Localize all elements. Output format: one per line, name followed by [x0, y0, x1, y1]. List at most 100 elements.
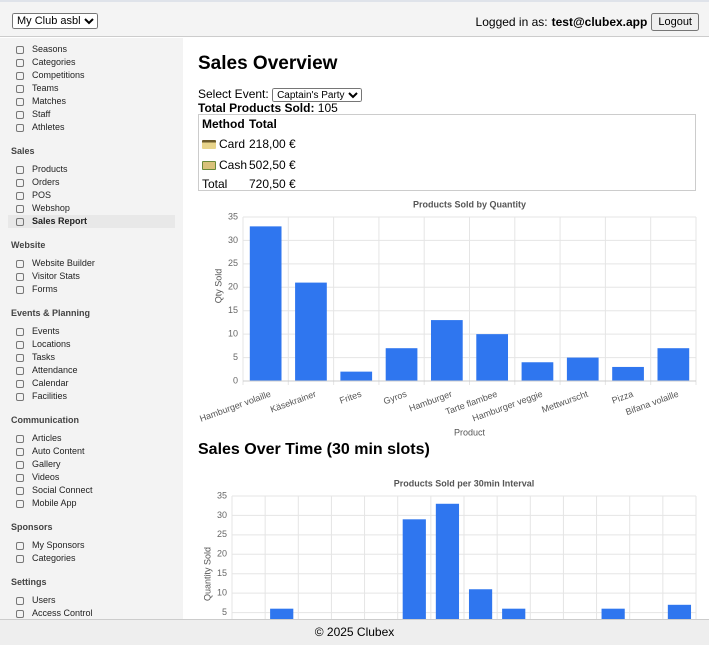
nav-icon [16, 327, 24, 336]
nav-icon [16, 217, 24, 226]
nav-label: Athletes [32, 122, 65, 132]
bar [601, 608, 625, 619]
nav-item[interactable]: Teams [8, 82, 175, 95]
nav-icon [16, 285, 24, 294]
nav-item[interactable]: Videos [8, 471, 175, 484]
nav-group: Website Website Builder Visitor Stats Forms [0, 235, 183, 296]
nav-label: Social Connect [32, 485, 93, 495]
y-tick-label: 25 [217, 529, 227, 539]
nav-label: Facilities [32, 391, 68, 401]
nav-item[interactable]: Mobile App [8, 497, 175, 510]
nav-icon [16, 379, 24, 388]
card-icon [202, 139, 216, 149]
y-axis-title: Qty Sold [213, 269, 223, 304]
y-tick-label: 15 [217, 568, 227, 578]
nav-icon [16, 554, 24, 563]
nav-item[interactable]: Users [8, 594, 175, 607]
nav-item[interactable]: Calendar [8, 377, 175, 390]
total-row: Total Products Sold: 105 [198, 101, 338, 115]
y-tick-label: 35 [217, 490, 227, 500]
y-axis-title: Quantity Sold [202, 547, 212, 601]
nav-heading: Sponsors [11, 522, 53, 532]
nav-label: Articles [32, 433, 62, 443]
nav-icon [16, 447, 24, 456]
nav-icon [16, 340, 24, 349]
nav-icon [16, 460, 24, 469]
nav-icon [16, 499, 24, 508]
nav-item[interactable]: Auto Content [8, 445, 175, 458]
nav-icon [16, 541, 24, 550]
event-select-row: Select Event: Captain's Party [198, 87, 363, 102]
nav-item[interactable]: Social Connect [8, 484, 175, 497]
event-select[interactable]: Captain's Party [272, 88, 363, 102]
nav-item[interactable]: Forms [8, 283, 175, 296]
total-cell: 720,50 € [249, 177, 296, 191]
login-info: Logged in as: test@clubex.app Logout [476, 13, 699, 31]
header-cell: Total [249, 117, 277, 131]
nav-item[interactable]: Sales Report [8, 215, 175, 228]
nav-label: Seasons [32, 44, 68, 54]
nav-item[interactable]: Athletes [8, 121, 175, 134]
sidebar: Seasons Categories Competitions Teams Matche… [0, 38, 183, 619]
bar [468, 589, 493, 619]
nav-icon [16, 71, 24, 80]
bar [385, 348, 418, 381]
nav-item[interactable]: Attendance [8, 364, 175, 377]
cash-icon [202, 160, 216, 170]
nav-item[interactable]: Categories [8, 56, 175, 69]
nav-label: Orders [32, 177, 60, 187]
nav-label: Mobile App [32, 498, 77, 508]
y-tick-label: 30 [217, 510, 227, 520]
y-tick-label: 10 [228, 329, 238, 339]
bar [295, 282, 327, 381]
nav-label: Videos [32, 472, 60, 482]
nav-icon [16, 123, 24, 132]
method-text: Cash [219, 158, 248, 172]
nav-label: Competitions [32, 70, 85, 80]
nav-item[interactable]: Products [8, 163, 175, 176]
nav-item[interactable]: Staff [8, 108, 175, 121]
logout-button[interactable]: Logout [651, 13, 699, 31]
nav-item[interactable]: Tasks [8, 351, 175, 364]
select-label: Select Event: [198, 87, 269, 101]
method-text: Card [219, 137, 246, 151]
nav-item[interactable]: Seasons [8, 43, 175, 56]
x-tick-label: Mettwurscht [540, 389, 589, 415]
nav-item[interactable]: Categories [8, 552, 175, 565]
nav-heading: Sales [11, 146, 35, 156]
nav-icon [16, 486, 24, 495]
nav-group: Seasons Categories Competitions Teams Matche… [0, 43, 183, 134]
nav-item[interactable]: POS [8, 189, 175, 202]
bar [612, 366, 644, 381]
nav-label: POS [32, 190, 52, 200]
total-cell: 502,50 € [249, 158, 296, 172]
total-label: Total Products Sold: [198, 101, 315, 115]
nav-item[interactable]: Webshop [8, 202, 175, 215]
page-title: Sales Overview [198, 53, 338, 74]
nav-label: Attendance [32, 365, 78, 375]
nav-item[interactable]: Orders [8, 176, 175, 189]
nav-item[interactable]: Matches [8, 95, 175, 108]
nav-item[interactable]: Events [8, 325, 175, 338]
bar [270, 608, 294, 619]
bar [521, 362, 554, 381]
nav-item[interactable]: Articles [8, 432, 175, 445]
bar [402, 519, 426, 619]
nav-icon [16, 58, 24, 67]
nav-item[interactable]: Locations [8, 338, 175, 351]
nav-item[interactable]: Competitions [8, 69, 175, 82]
club-select[interactable]: My Club asbl [12, 13, 98, 29]
nav-icon [16, 353, 24, 362]
nav-label: Products [32, 164, 68, 174]
nav-item[interactable]: Website Builder [8, 257, 175, 270]
nav-label: Matches [32, 96, 67, 106]
nav-item[interactable]: Facilities [8, 390, 175, 403]
nav-item[interactable]: Access Control [8, 607, 175, 619]
nav-item[interactable]: Gallery [8, 458, 175, 471]
nav-icon [16, 596, 24, 605]
nav-item[interactable]: My Sponsors [8, 539, 175, 552]
y-tick-label: 5 [233, 352, 238, 362]
nav-item[interactable]: Visitor Stats [8, 270, 175, 283]
nav-heading: Events & Planning [11, 308, 91, 318]
